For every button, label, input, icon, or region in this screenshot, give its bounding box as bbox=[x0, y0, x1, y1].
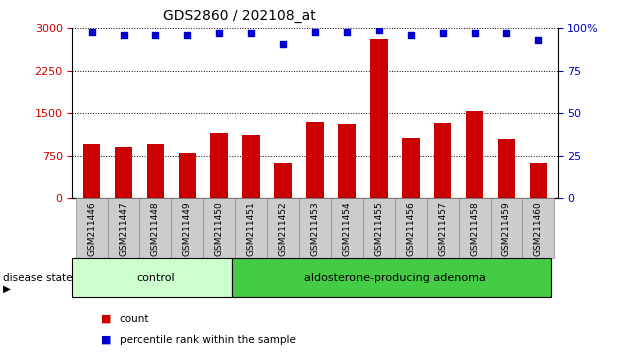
Bar bbox=[235, 198, 267, 258]
Bar bbox=[232, 258, 551, 297]
Text: GSM211446: GSM211446 bbox=[87, 201, 96, 256]
Point bbox=[406, 32, 416, 38]
Point bbox=[118, 32, 129, 38]
Text: percentile rank within the sample: percentile rank within the sample bbox=[120, 335, 295, 345]
Text: GSM211453: GSM211453 bbox=[311, 201, 319, 256]
Bar bbox=[427, 198, 459, 258]
Bar bbox=[299, 198, 331, 258]
Text: ■: ■ bbox=[101, 335, 112, 345]
Text: GSM211447: GSM211447 bbox=[119, 201, 128, 256]
Bar bbox=[147, 144, 164, 198]
Point bbox=[374, 27, 384, 33]
Text: control: control bbox=[136, 273, 175, 283]
Bar bbox=[459, 198, 491, 258]
Bar bbox=[178, 153, 196, 198]
Text: GSM211451: GSM211451 bbox=[247, 201, 256, 256]
Point bbox=[501, 30, 512, 36]
Point bbox=[246, 30, 256, 36]
Text: ■: ■ bbox=[101, 314, 112, 324]
Text: disease state: disease state bbox=[3, 273, 72, 283]
Bar bbox=[203, 198, 235, 258]
Text: GSM211457: GSM211457 bbox=[438, 201, 447, 256]
Text: GDS2860 / 202108_at: GDS2860 / 202108_at bbox=[163, 9, 316, 23]
Text: GSM211458: GSM211458 bbox=[470, 201, 479, 256]
Text: GSM211455: GSM211455 bbox=[374, 201, 383, 256]
Point bbox=[342, 29, 352, 35]
Point bbox=[182, 32, 192, 38]
Bar bbox=[498, 139, 515, 198]
Bar bbox=[306, 122, 324, 198]
Bar bbox=[331, 198, 363, 258]
Bar bbox=[108, 198, 139, 258]
Point bbox=[86, 29, 96, 35]
Bar bbox=[522, 198, 554, 258]
Point bbox=[310, 29, 320, 35]
Bar bbox=[395, 198, 427, 258]
Text: GSM211456: GSM211456 bbox=[406, 201, 415, 256]
Bar bbox=[139, 198, 171, 258]
Text: GSM211460: GSM211460 bbox=[534, 201, 543, 256]
Bar bbox=[402, 138, 420, 198]
Bar bbox=[76, 198, 108, 258]
Text: GSM211449: GSM211449 bbox=[183, 201, 192, 256]
Bar bbox=[370, 39, 387, 198]
Text: count: count bbox=[120, 314, 149, 324]
Point bbox=[438, 30, 448, 36]
Text: GSM211459: GSM211459 bbox=[502, 201, 511, 256]
Point bbox=[151, 32, 161, 38]
Bar bbox=[363, 198, 395, 258]
Bar bbox=[466, 111, 483, 198]
Bar bbox=[83, 144, 100, 198]
Bar bbox=[243, 135, 260, 198]
Bar bbox=[434, 123, 452, 198]
Bar bbox=[338, 124, 356, 198]
Text: aldosterone-producing adenoma: aldosterone-producing adenoma bbox=[304, 273, 486, 283]
Point bbox=[534, 38, 544, 43]
Text: GSM211452: GSM211452 bbox=[278, 201, 287, 256]
Text: GSM211454: GSM211454 bbox=[343, 201, 352, 256]
Text: GSM211450: GSM211450 bbox=[215, 201, 224, 256]
Bar bbox=[491, 198, 522, 258]
Text: ▶: ▶ bbox=[3, 284, 11, 293]
Point bbox=[469, 30, 479, 36]
Bar bbox=[274, 163, 292, 198]
Text: GSM211448: GSM211448 bbox=[151, 201, 160, 256]
Bar bbox=[72, 258, 232, 297]
Point bbox=[214, 30, 224, 36]
Point bbox=[278, 41, 288, 46]
Bar bbox=[530, 163, 547, 198]
Bar bbox=[171, 198, 203, 258]
Bar bbox=[267, 198, 299, 258]
Bar bbox=[210, 133, 228, 198]
Bar bbox=[115, 147, 132, 198]
